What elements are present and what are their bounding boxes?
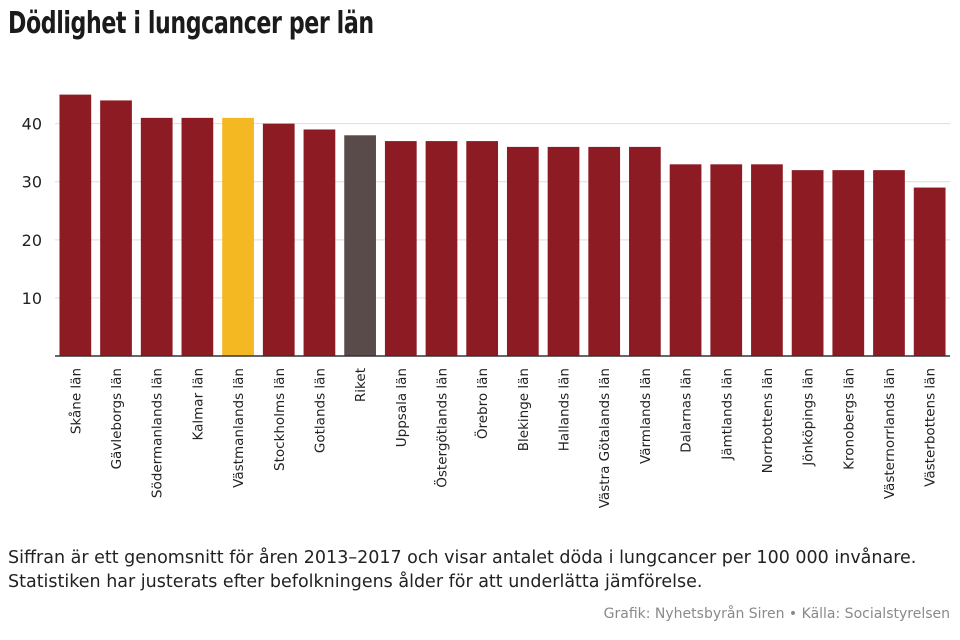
bar [303, 129, 336, 356]
x-tick-label: Kalmar län [190, 368, 206, 440]
x-tick-label: Västerbottens län [923, 368, 939, 487]
bar [547, 146, 580, 356]
bar [913, 187, 946, 356]
bar [262, 123, 295, 356]
bar [425, 141, 458, 356]
x-tick-label: Blekinge län [516, 368, 532, 451]
x-tick-label: Västernorrlands län [882, 368, 898, 499]
x-tick-label: Västra Götalands län [597, 368, 613, 508]
bar [384, 141, 417, 356]
bar [466, 141, 499, 356]
x-tick-labels: Skåne län Gävleborgs län Södermanlands län… [67, 368, 938, 508]
bar [710, 164, 743, 356]
bar [140, 117, 173, 356]
x-tick-label: Norrbottens län [760, 368, 776, 473]
bars [59, 94, 946, 357]
bar [59, 94, 92, 357]
bar [506, 146, 539, 356]
x-tick-label: Gotlands län [312, 368, 328, 453]
bar [791, 170, 824, 356]
x-tick-label: Skåne län [67, 368, 84, 434]
y-tick-label: 40 [22, 115, 42, 134]
bar [181, 117, 214, 356]
x-tick-label: Östergötlands län [432, 368, 450, 488]
bar [588, 146, 621, 356]
x-tick-label: Uppsala län [394, 368, 410, 447]
chart-title: Dödlighet i lungcancer per län [8, 6, 374, 41]
x-tick-label: Kronobergs län [841, 368, 857, 470]
bar [100, 100, 132, 356]
bar-chart: 10 20 30 40 Skåne län Gävleborgs län Söderman… [22, 94, 950, 508]
x-tick-label: Dalarnas län [679, 368, 695, 453]
x-tick-label: Örebro län [473, 368, 491, 439]
x-tick-label: Värmlands län [638, 368, 654, 464]
chart-source: Grafik: Nyhetsbyrån Siren • Källa: Socia… [603, 606, 950, 622]
bar [344, 135, 376, 356]
bar [873, 170, 905, 356]
x-tick-label: Hallands län [557, 368, 573, 451]
bar [629, 146, 661, 356]
x-tick-label: Stockholms län [272, 368, 288, 471]
bar [222, 117, 254, 356]
y-tick-labels: 10 20 30 40 [22, 115, 42, 308]
y-tick-label: 20 [22, 231, 42, 250]
x-tick-label: Jönköpings län [801, 368, 817, 467]
bar [832, 170, 865, 356]
x-tick-label: Södermanlands län [150, 368, 166, 498]
x-tick-label: Gävleborgs län [109, 368, 125, 469]
y-tick-label: 10 [22, 289, 42, 308]
x-tick-label: Riket [353, 368, 369, 402]
x-tick-label: Jämtlands län [719, 368, 735, 461]
bar [669, 164, 702, 356]
x-tick-label: Västmanlands län [231, 368, 247, 488]
chart-footnote: Siffran är ett genomsnitt för åren 2013–… [8, 548, 917, 592]
bar [751, 164, 783, 356]
y-tick-label: 30 [22, 173, 42, 192]
